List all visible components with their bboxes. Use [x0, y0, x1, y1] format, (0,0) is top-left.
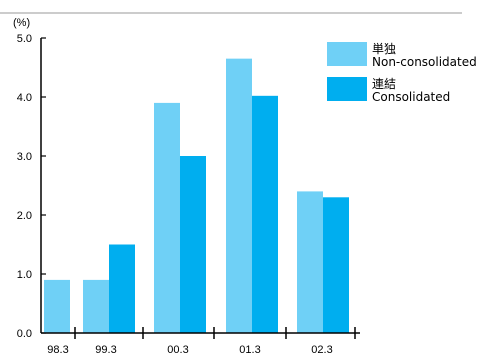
y-tick-label: 3.0: [17, 151, 32, 163]
y-axis: 0.0 1.0 2.0 3.0 4.0 5.0: [17, 33, 46, 340]
legend-label-ja: 連結: [372, 77, 396, 91]
bar-non-consolidated-01.3: [226, 58, 252, 334]
y-tick-label: 5.0: [17, 33, 32, 45]
unit-label: (%): [13, 17, 30, 29]
y-tick-label: 4.0: [17, 92, 32, 104]
x-tick-label: 98.3: [47, 344, 68, 355]
x-axis: 98.3 99.3 00.3 01.3 02.3: [41, 327, 360, 355]
x-tick-label: 00.3: [167, 344, 188, 355]
legend-swatch: [327, 77, 367, 101]
bar-consolidated-01.3: [252, 95, 278, 333]
x-tick-label: 01.3: [239, 344, 260, 355]
legend-label-en: Consolidated: [372, 90, 450, 104]
legend-swatch: [327, 42, 367, 66]
bar-non-consolidated-98.3: [44, 279, 70, 333]
legend-label-en: Non-consolidated: [372, 55, 477, 69]
x-tick-label: 99.3: [95, 344, 116, 355]
legend-label-ja: 単独: [372, 42, 396, 56]
bar-non-consolidated-99.3: [83, 279, 109, 333]
bar-consolidated-02.3: [323, 197, 349, 333]
bar-non-consolidated-00.3: [154, 102, 180, 334]
bars: [44, 58, 349, 334]
y-tick-label: 1.0: [17, 269, 32, 281]
bar-non-consolidated-02.3: [297, 191, 323, 333]
y-tick-label: 0.0: [17, 328, 32, 340]
bar-consolidated-99.3: [109, 244, 135, 333]
x-tick-label: 02.3: [311, 344, 332, 355]
y-tick-label: 2.0: [17, 210, 32, 222]
bar-consolidated-00.3: [180, 156, 206, 333]
